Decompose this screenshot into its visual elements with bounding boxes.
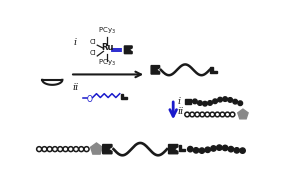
Circle shape (217, 145, 222, 150)
Circle shape (208, 101, 212, 105)
Bar (185, 99, 191, 104)
Circle shape (213, 99, 217, 104)
Text: PCy$_3$: PCy$_3$ (98, 26, 116, 36)
Polygon shape (91, 143, 102, 154)
Circle shape (222, 145, 228, 151)
Text: Ru: Ru (101, 43, 114, 52)
Circle shape (188, 146, 193, 152)
Polygon shape (103, 144, 112, 154)
Circle shape (193, 148, 199, 153)
Circle shape (203, 101, 207, 106)
Polygon shape (238, 109, 248, 119)
Text: i: i (74, 38, 77, 47)
Polygon shape (210, 67, 217, 73)
Circle shape (234, 148, 239, 153)
Circle shape (228, 146, 234, 152)
Text: Cl: Cl (89, 39, 96, 45)
Text: Cl: Cl (89, 50, 96, 56)
Circle shape (238, 101, 243, 106)
Circle shape (223, 97, 228, 101)
Circle shape (211, 146, 216, 151)
Text: ii: ii (177, 107, 183, 116)
Text: i: i (177, 98, 180, 107)
Circle shape (198, 101, 202, 105)
Circle shape (240, 148, 245, 153)
Polygon shape (121, 94, 127, 99)
Text: O: O (87, 95, 92, 104)
Circle shape (233, 99, 237, 104)
Polygon shape (124, 46, 132, 54)
Polygon shape (169, 144, 178, 154)
Polygon shape (151, 66, 160, 74)
Circle shape (193, 99, 197, 104)
Circle shape (228, 98, 232, 102)
Text: PCy$_3$: PCy$_3$ (98, 57, 116, 68)
Circle shape (218, 97, 222, 102)
Polygon shape (179, 145, 185, 151)
Text: ii: ii (72, 83, 79, 92)
Circle shape (199, 148, 204, 153)
Circle shape (205, 147, 210, 153)
